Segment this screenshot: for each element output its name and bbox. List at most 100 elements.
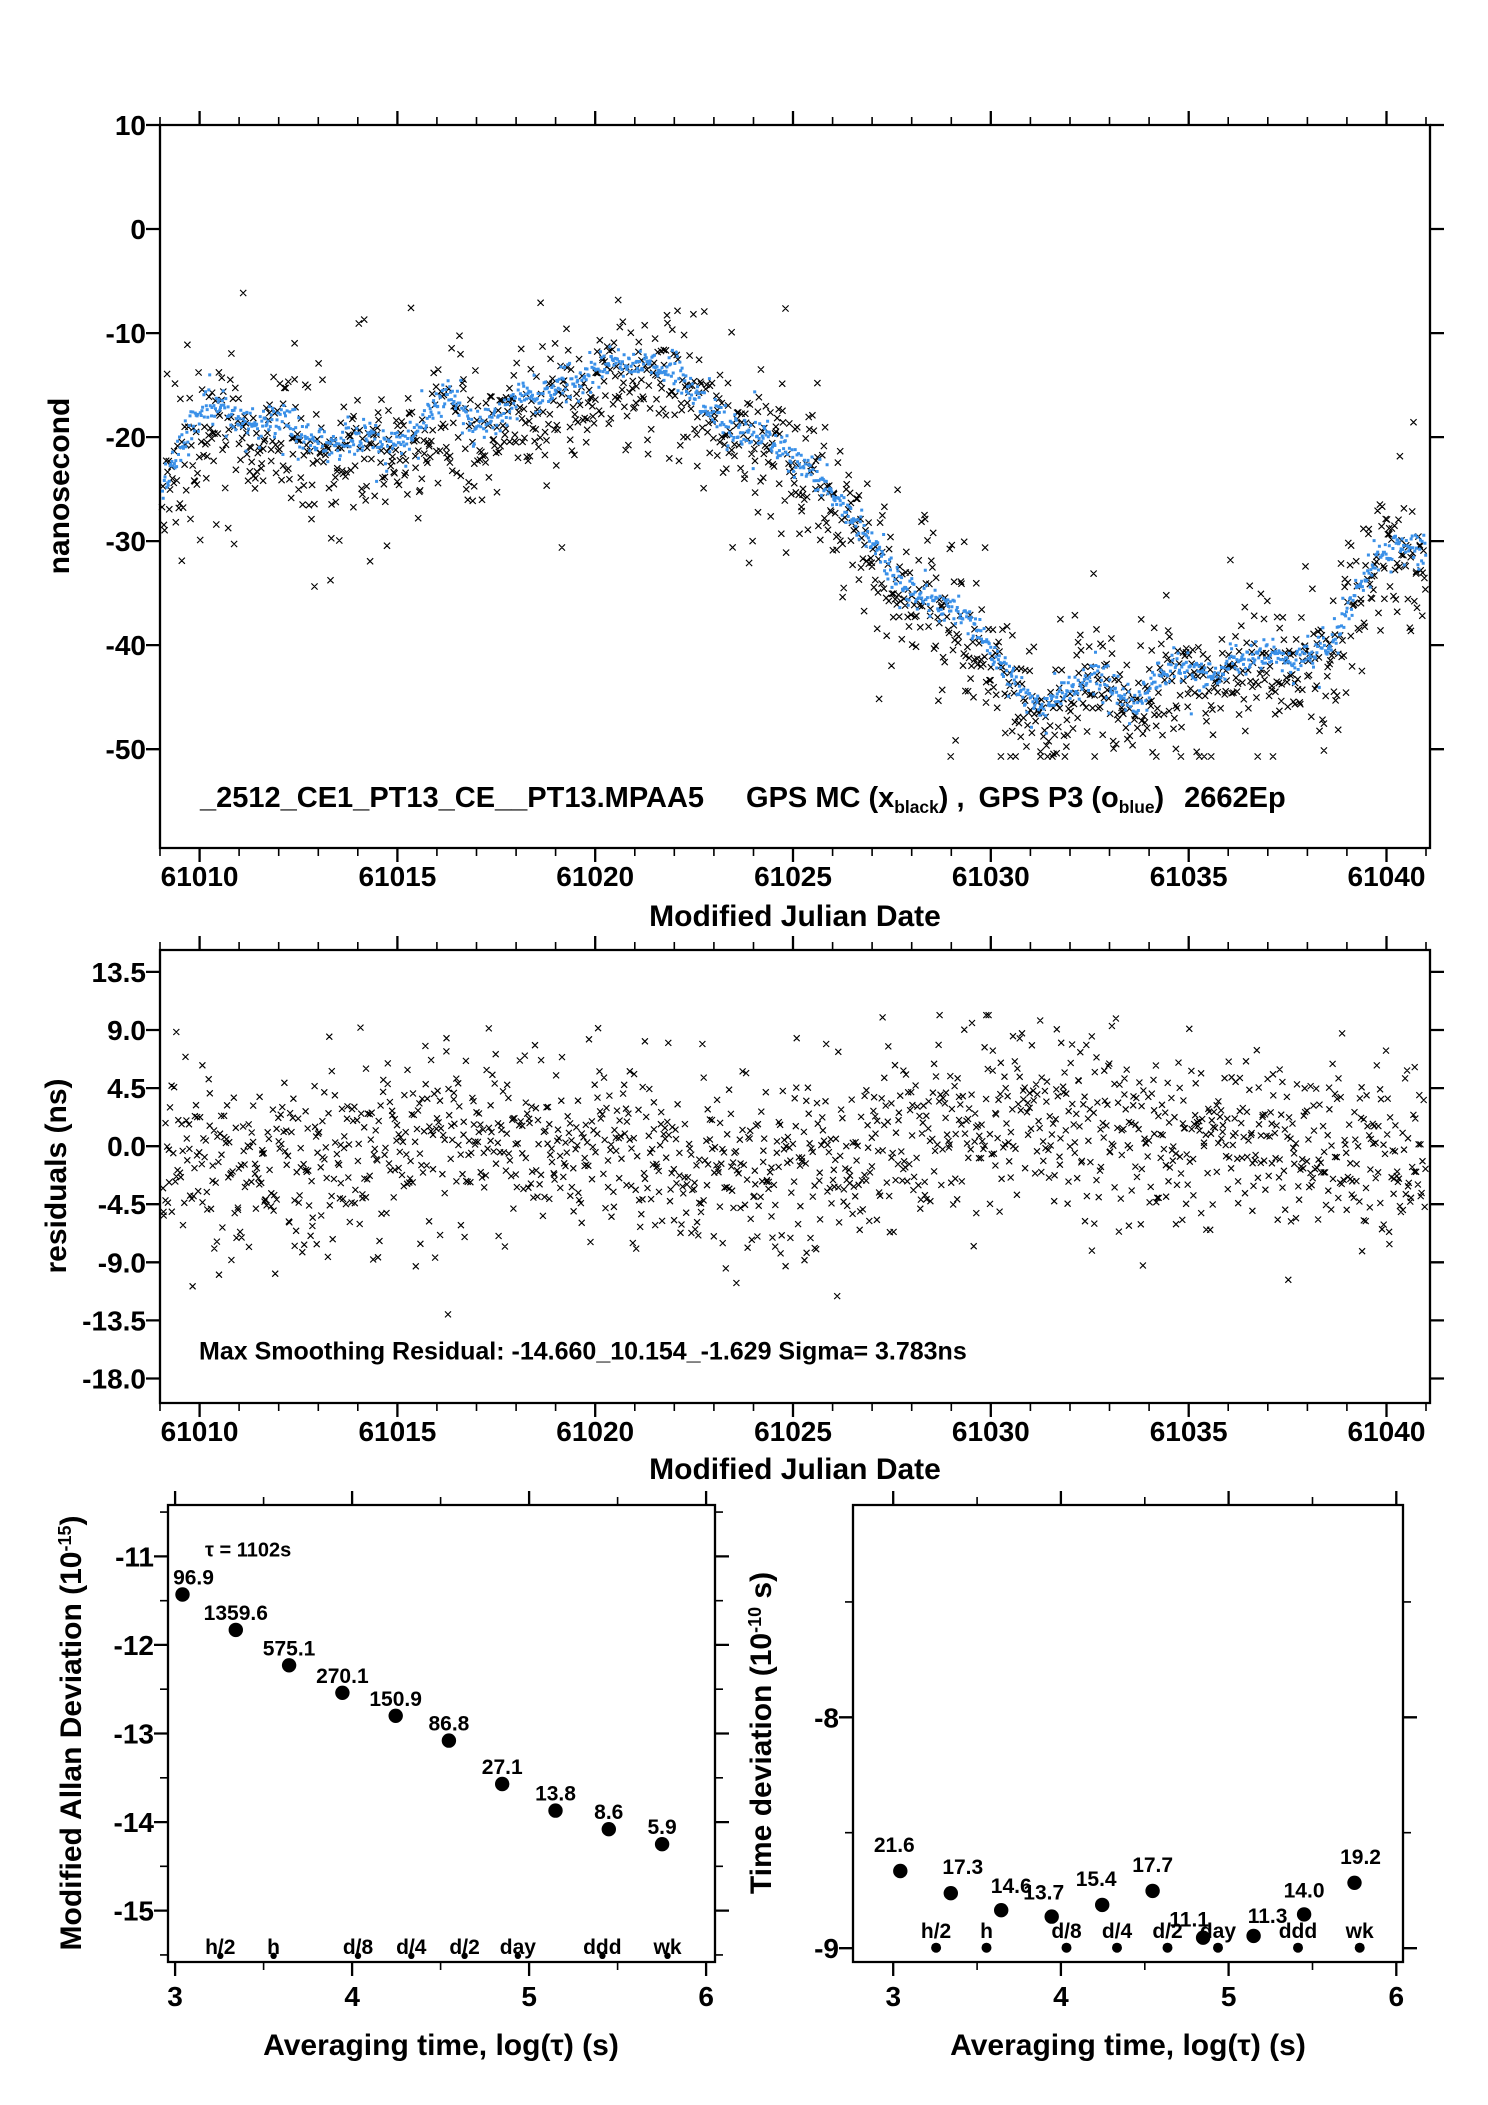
tdev-x-axis-title: Averaging time, log(τ) (s) <box>950 2029 1306 2062</box>
tdev-panel-x-tick-label: 5 <box>1221 1981 1237 2012</box>
tdev-panel-data-point <box>1246 1928 1261 1944</box>
middle-x-tick-label: 61025 <box>754 1416 832 1447</box>
mdev-panel-tau-marker-dot <box>217 1952 224 1960</box>
mdev-panel-data-label: 96.9 <box>173 1566 214 1589</box>
tdev-panel-x-tick-label: 4 <box>1053 1981 1069 2012</box>
mdev-panel-tau-label: day <box>500 1936 537 1959</box>
tdev-panel-data-point <box>943 1886 958 1901</box>
mdev-panel-data-label: 5.9 <box>647 1816 676 1839</box>
tdev-panel-data-point <box>1095 1897 1110 1913</box>
mdev-panel-data-label: 8.6 <box>594 1801 623 1824</box>
tdev-y-title-pre: Time deviation (10 <box>745 1632 778 1895</box>
mdev-y-title-post: ) <box>55 1515 88 1526</box>
mdev-panel-data-point <box>441 1733 457 1748</box>
tdev-panel-data-label: 19.2 <box>1340 1846 1381 1869</box>
top-x-tick-label: 61025 <box>754 861 832 892</box>
tdev-panel-tau-label: h <box>980 1920 993 1943</box>
mdev-panel-data-label: 270.1 <box>316 1665 369 1688</box>
mdev-panel-minor-ticks <box>160 1497 723 1970</box>
mdev-panel-data-point <box>335 1685 350 1701</box>
tdev-panel-data-label: 14.0 <box>1284 1879 1325 1902</box>
middle-y-tick-label: 9.0 <box>107 1015 146 1046</box>
tdev-panel-minor-ticks <box>845 1497 1411 1970</box>
mdev-panel-x-tick-label: 6 <box>698 1981 714 2012</box>
top-x-axis-title: Modified Julian Date <box>649 900 941 933</box>
mdev-panel-tau-label: h/2 <box>205 1936 235 1959</box>
top-y-tick-label: -30 <box>106 526 146 557</box>
mdev-panel-data-label: 27.1 <box>482 1756 523 1779</box>
mdev-panel-tau-marker-dot <box>514 1952 522 1960</box>
tdev-panel-tau-label: d/2 <box>1152 1920 1182 1943</box>
middle-x-tick-label: 61035 <box>1150 1416 1228 1447</box>
top-panel-frame <box>158 123 1432 850</box>
tdev-panel-tau-label: h/2 <box>921 1920 951 1943</box>
top-x-tick-label: 61020 <box>556 861 634 892</box>
top-x-tick-label: 61030 <box>952 861 1030 892</box>
mdev-panel-data-point <box>654 1837 670 1852</box>
top-x-tick-label: 61040 <box>1348 861 1426 892</box>
middle-x-tick-label: 61010 <box>161 1416 239 1447</box>
top-y-tick-label: -10 <box>106 318 146 349</box>
tdev-panel-major-ticks <box>839 1491 1417 1976</box>
tdev-panel-data-point <box>893 1863 908 1879</box>
mdev-panel-data-point <box>228 1622 243 1638</box>
caption-file: _2512_CE1_PT13_CE__PT13.MPAA5 <box>200 782 705 815</box>
mdev-panel-tau-marker-dot <box>664 1952 671 1960</box>
mdev-panel-y-tick-label: -15 <box>114 1896 154 1927</box>
residual-annotation: Max Smoothing Residual: -14.660_10.154_-… <box>199 1337 967 1366</box>
mdev-panel-y-tick-label: -12 <box>114 1630 154 1661</box>
middle-x-tick-label: 61020 <box>556 1416 634 1447</box>
middle-panel-minor-ticks <box>159 942 1427 1411</box>
tdev-y-title-post: s) <box>745 1571 778 1607</box>
mdev-panel-y-tick-label: -14 <box>114 1807 155 1838</box>
top-y-tick-label: -20 <box>106 422 146 453</box>
mdev-y-title-sup: -15 <box>55 1525 76 1552</box>
tdev-panel-data-point <box>1044 1909 1059 1924</box>
top-y-tick-label: 10 <box>115 110 146 141</box>
tdev-panel-data-label: 17.7 <box>1132 1854 1173 1877</box>
middle-x-tick-label: 61030 <box>952 1416 1030 1447</box>
mdev-panel-y-tick-label: -11 <box>115 1541 154 1572</box>
tdev-panel-tau-label: wk <box>1345 1920 1374 1943</box>
middle-y-tick-label: -18.0 <box>82 1363 146 1394</box>
mdev-panel-data-label: 86.8 <box>428 1713 469 1736</box>
mdev-panel-x-tick-label: 4 <box>344 1981 360 2012</box>
mdev-panel-data-label: 150.9 <box>369 1688 422 1711</box>
caption-series2-sub: blue <box>1118 796 1155 817</box>
tdev-panel-tau-label: d/8 <box>1051 1920 1082 1943</box>
mdev-panel-x-tick-label: 5 <box>521 1981 537 2012</box>
mdev-panel-data-label: 13.8 <box>535 1783 576 1806</box>
middle-x-tick-label: 61040 <box>1348 1416 1426 1447</box>
mdev-panel-tau-label: h <box>267 1936 280 1959</box>
tdev-y-axis-title: Time deviation (10-10 s) <box>745 1572 779 1894</box>
mdev-y-title-pre: Modified Allan Deviation (10 <box>55 1551 88 1951</box>
caption-series2-pre: GPS P3 (o <box>978 782 1119 815</box>
tdev-panel-tau-marker-dot <box>1162 1942 1173 1953</box>
top-y-tick-label: 0 <box>130 214 146 245</box>
tdev-panel-tau-marker-dot <box>931 1942 942 1953</box>
middle-y-tick-label: 0.0 <box>107 1131 146 1162</box>
caption-series1-sub: black <box>894 796 939 817</box>
tdev-panel-frame <box>851 1503 1405 1964</box>
mdev-panel-tau-label: d/2 <box>449 1936 479 1959</box>
tdev-panel-data-point <box>1347 1875 1362 1891</box>
middle-y-tick-label: -4.5 <box>98 1189 146 1220</box>
middle-panel-major-ticks <box>146 936 1444 1417</box>
tdev-panel-data-label: 13.7 <box>1023 1882 1064 1905</box>
top-x-tick-label: 61010 <box>161 861 239 892</box>
top-panel-major-ticks <box>146 111 1444 862</box>
tdev-panel-tau-marker-dot <box>1293 1942 1303 1953</box>
mdev-panel-data-point <box>601 1822 616 1837</box>
mdev-panel-tau-label: d/4 <box>396 1936 427 1959</box>
tdev-panel-data-label: 15.4 <box>1076 1868 1117 1891</box>
top-y-tick-label: -40 <box>106 630 146 661</box>
mdev-panel-tau-label: ddd <box>583 1936 621 1959</box>
mdev-panel-data-point <box>548 1803 563 1818</box>
caption-series1-pre: GPS MC (x <box>746 782 895 815</box>
middle-scatter-residuals <box>159 1011 1429 1318</box>
mdev-panel-tau-marker-dot <box>408 1952 415 1960</box>
mdev-panel-frame <box>166 1503 717 1964</box>
tdev-panel-data-label: 11.1 <box>1169 1909 1209 1932</box>
